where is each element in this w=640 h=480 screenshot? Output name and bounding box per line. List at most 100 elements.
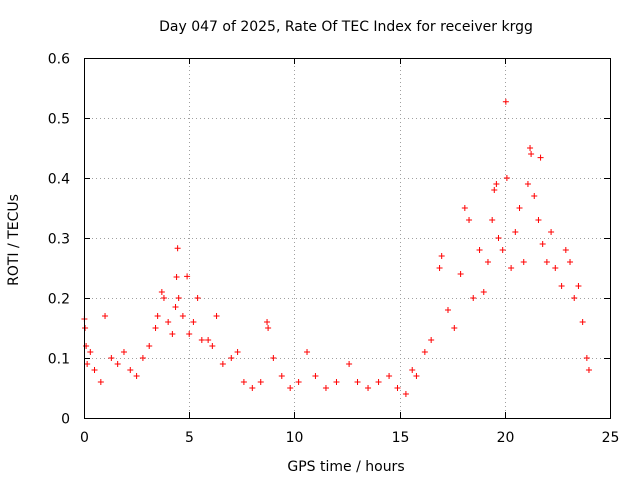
data-point <box>82 325 89 331</box>
grid-layer <box>84 58 610 418</box>
data-point <box>520 259 527 265</box>
data-point <box>394 385 401 391</box>
data-point <box>278 373 285 379</box>
data-point <box>213 313 220 319</box>
data-point <box>249 385 256 391</box>
data-point <box>265 325 272 331</box>
data-point <box>139 355 146 361</box>
y-tick-label: 0.1 <box>48 352 70 368</box>
data-point <box>436 265 443 271</box>
data-point <box>114 361 121 367</box>
data-point <box>190 319 197 325</box>
data-point <box>174 245 181 252</box>
data-point <box>528 151 535 157</box>
data-point <box>91 367 98 373</box>
x-axis-title: GPS time / hours <box>287 459 404 475</box>
data-point <box>543 259 550 265</box>
data-point <box>527 145 534 151</box>
y-tick-label: 0.2 <box>48 292 70 308</box>
data-point <box>548 229 555 235</box>
data-point <box>444 307 451 313</box>
data-point <box>489 217 496 223</box>
data-point <box>160 295 167 301</box>
data-point <box>133 373 140 379</box>
data-point <box>175 295 182 301</box>
data-point <box>184 273 191 280</box>
data-point <box>402 391 409 397</box>
data-point <box>470 295 477 301</box>
data-point <box>508 265 515 271</box>
data-point <box>172 304 179 310</box>
axis-ticks <box>84 58 611 419</box>
data-point <box>186 331 193 337</box>
data-point <box>531 193 538 199</box>
data-point <box>102 313 109 319</box>
data-point <box>346 361 353 367</box>
data-point <box>295 379 302 385</box>
x-tick-label: 15 <box>392 430 410 446</box>
data-point <box>165 319 172 325</box>
data-point <box>169 331 176 337</box>
data-point <box>476 247 483 253</box>
data-point <box>108 355 115 361</box>
data-point <box>495 235 502 241</box>
chart-title: Day 047 of 2025, Rate Of TEC Index for r… <box>159 19 533 35</box>
data-point <box>567 259 574 265</box>
data-point <box>484 259 491 265</box>
data-point <box>480 289 487 295</box>
data-point <box>264 319 271 325</box>
y-tick-label: 0.3 <box>48 232 70 248</box>
data-point <box>499 247 506 253</box>
data-point <box>270 355 277 361</box>
x-tick-label: 0 <box>80 430 89 446</box>
data-point <box>438 253 445 259</box>
data-point <box>502 98 509 105</box>
data-point <box>179 313 186 319</box>
data-point <box>240 379 247 385</box>
data-point <box>524 181 531 187</box>
data-point <box>413 373 420 379</box>
x-tick-label: 5 <box>185 430 194 446</box>
data-point <box>516 205 523 211</box>
data-point <box>451 325 458 331</box>
data-point <box>558 283 565 289</box>
data-point <box>583 355 590 361</box>
data-point <box>579 319 586 325</box>
data-point <box>312 373 319 379</box>
data-point <box>571 295 578 301</box>
data-point <box>205 337 212 343</box>
data-point <box>354 379 361 385</box>
data-point <box>333 379 340 385</box>
data-point <box>512 229 519 235</box>
data-point <box>409 367 416 373</box>
data-point <box>491 187 498 193</box>
x-tick-label: 25 <box>602 430 620 446</box>
data-point <box>120 349 127 355</box>
data-point <box>287 385 294 391</box>
y-tick-label: 0.5 <box>48 112 70 128</box>
data-point <box>158 289 165 295</box>
data-point <box>154 313 161 319</box>
scatter-points <box>81 98 592 397</box>
data-point <box>503 175 510 181</box>
data-point <box>234 349 241 355</box>
data-point <box>152 325 159 331</box>
data-point <box>198 337 205 343</box>
y-axis-title: ROTI / TECUs <box>6 194 22 286</box>
data-point <box>562 247 569 253</box>
data-point <box>84 361 91 367</box>
data-point <box>322 385 329 391</box>
data-point <box>304 349 311 355</box>
data-point <box>535 217 542 223</box>
data-point <box>228 355 235 361</box>
data-point <box>421 349 428 355</box>
data-point <box>493 181 500 187</box>
x-tick-label: 10 <box>286 430 304 446</box>
data-point <box>97 379 104 385</box>
y-tick-label: 0.4 <box>48 172 70 188</box>
data-point <box>257 379 264 385</box>
data-point <box>386 373 393 379</box>
data-point <box>428 337 435 343</box>
data-point <box>539 241 546 247</box>
